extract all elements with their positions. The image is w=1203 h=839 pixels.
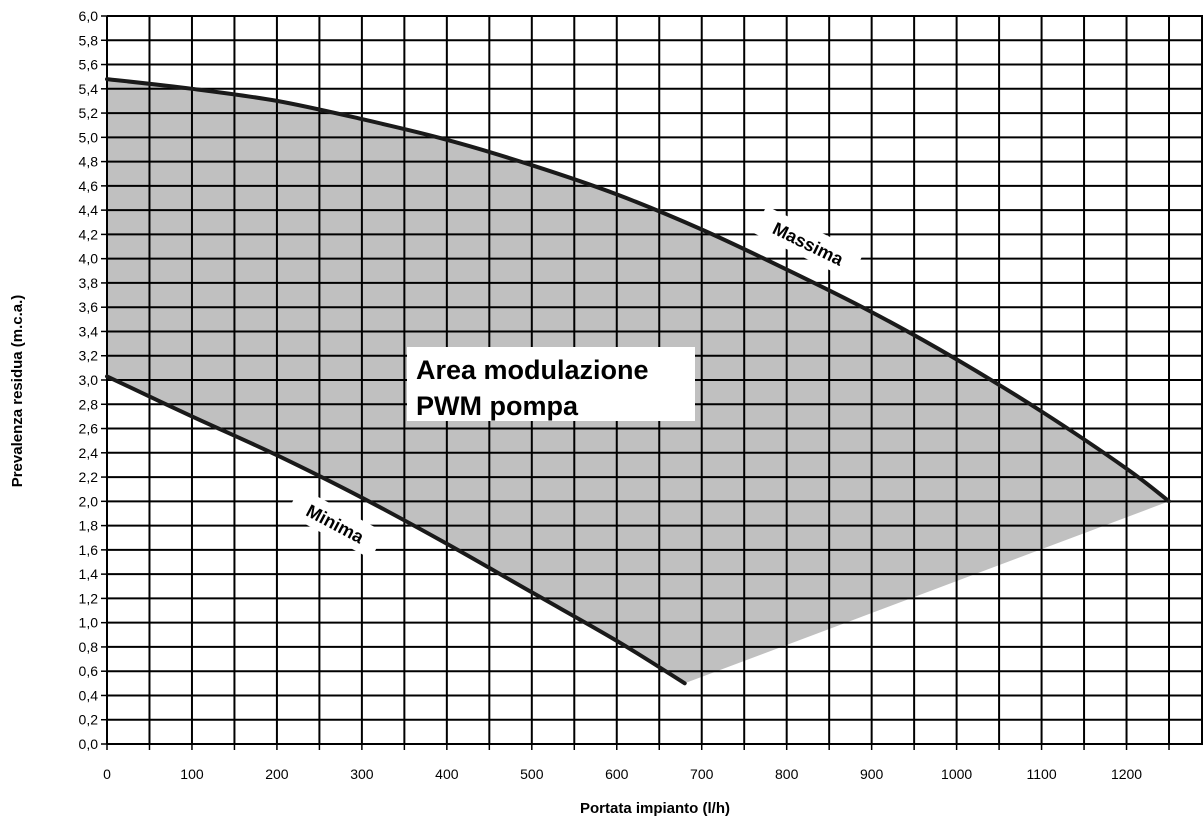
- x-tick-label: 1100: [1027, 766, 1057, 782]
- y-tick-label: 3,4: [79, 323, 99, 339]
- y-tick-label: 4,6: [79, 178, 99, 194]
- y-tick-label: 2,4: [79, 445, 99, 461]
- x-tick-label: 600: [605, 766, 629, 782]
- x-tick-label: 1000: [941, 766, 972, 782]
- y-tick-label: 2,8: [79, 396, 99, 412]
- x-tick-label: 400: [435, 766, 459, 782]
- y-tick-label: 4,2: [79, 226, 99, 242]
- y-axis-title: Prevalenza residua (m.c.a.): [9, 295, 26, 488]
- y-tick-label: 1,4: [79, 566, 99, 582]
- y-tick-label: 5,6: [79, 57, 99, 73]
- y-tick-label: 1,0: [79, 615, 99, 631]
- area-annotation: Area modulazione PWM pompa: [407, 347, 695, 421]
- x-tick-label: 0: [103, 766, 111, 782]
- y-tick-label: 0,0: [79, 736, 99, 752]
- y-tick-label: 4,8: [79, 154, 99, 170]
- x-tick-label: 200: [265, 766, 289, 782]
- x-tick-label: 800: [775, 766, 799, 782]
- y-tick-label: 0,2: [79, 712, 99, 728]
- y-tick-label: 1,6: [79, 542, 99, 558]
- y-tick-label: 1,8: [79, 518, 99, 534]
- y-tick-label: 2,0: [79, 493, 99, 509]
- y-tick-label: 2,2: [79, 469, 99, 485]
- x-tick-label: 100: [180, 766, 204, 782]
- y-tick-label: 0,6: [79, 663, 99, 679]
- x-tick-label: 1200: [1111, 766, 1142, 782]
- y-tick-label: 5,8: [79, 32, 99, 48]
- y-axis-ticks: 0,0 0,2 0,4 0,6 0,8 1,0 1,2 1,4 1,6 1,8 2,0 2,2 2,4 2…: [79, 8, 107, 752]
- x-tick-label: 300: [350, 766, 374, 782]
- y-tick-label: 4,4: [79, 202, 99, 218]
- y-tick-label: 2,6: [79, 421, 99, 437]
- area-label-line1: Area modulazione: [416, 355, 649, 385]
- x-axis-title: Portata impianto (l/h): [580, 800, 730, 817]
- y-tick-label: 0,8: [79, 639, 99, 655]
- y-tick-label: 3,6: [79, 299, 99, 315]
- x-tick-label: 900: [860, 766, 884, 782]
- y-tick-label: 3,2: [79, 348, 99, 364]
- x-tick-label: 500: [520, 766, 544, 782]
- x-tick-label: 700: [690, 766, 714, 782]
- y-tick-label: 5,2: [79, 105, 99, 121]
- y-tick-label: 3,8: [79, 275, 99, 291]
- area-label-line2: PWM pompa: [416, 391, 579, 421]
- x-axis-ticks: 0 100 200 300 400 500 600 700 800 900 1000 1100 1200: [103, 744, 1169, 782]
- y-tick-label: 0,4: [79, 687, 99, 703]
- y-tick-label: 5,4: [79, 81, 99, 97]
- y-tick-label: 5,0: [79, 129, 99, 145]
- y-tick-label: 6,0: [79, 8, 99, 24]
- y-tick-label: 1,2: [79, 590, 99, 606]
- y-tick-label: 3,0: [79, 372, 99, 388]
- y-tick-label: 4,0: [79, 251, 99, 267]
